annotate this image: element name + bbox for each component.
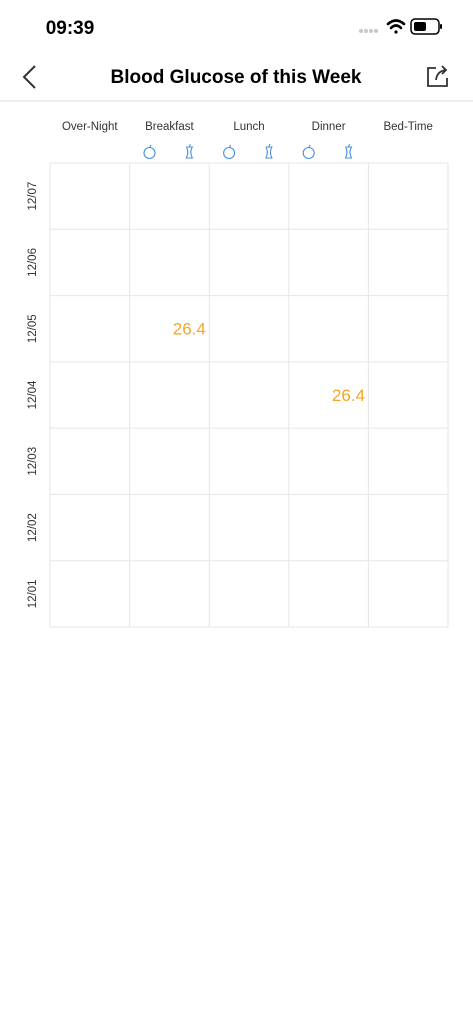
- apple-shape: [223, 146, 236, 160]
- after-meal-icon: [344, 143, 353, 159]
- before-meal-icon: [143, 144, 156, 160]
- column-header: Lunch: [233, 121, 264, 133]
- apple-shape: [143, 146, 156, 160]
- glucose-value: 26.4: [173, 320, 206, 339]
- apple-shape: [302, 146, 315, 160]
- before-meal-icon: [223, 144, 236, 160]
- row-date: 12/06: [27, 248, 39, 277]
- row-date: 12/05: [27, 314, 39, 343]
- after-meal-icon: [185, 143, 194, 159]
- nav-title: Blood Glucose of this Week: [111, 67, 362, 88]
- back-button[interactable]: [22, 65, 36, 89]
- glucose-value: 26.4: [332, 386, 365, 405]
- apple-core: [185, 146, 194, 159]
- battery-icon: [410, 18, 442, 35]
- row-date: 12/01: [27, 579, 39, 608]
- signal-icon: [359, 29, 378, 33]
- wifi-icon: [386, 19, 406, 34]
- column-header: Dinner: [312, 121, 346, 133]
- share-button[interactable]: [427, 65, 448, 87]
- column-header: Bed-Time: [383, 121, 432, 133]
- column-header: Breakfast: [145, 121, 194, 133]
- row-date: 12/03: [27, 447, 39, 476]
- core-stem: [347, 143, 351, 148]
- row-date: 12/04: [27, 380, 39, 409]
- status-time: 09:39: [46, 18, 95, 39]
- after-meal-icon: [265, 143, 273, 159]
- core-stem: [188, 143, 191, 148]
- apple-stem: [308, 144, 311, 149]
- apple-core: [344, 146, 353, 159]
- row-date: 12/02: [27, 513, 39, 542]
- before-meal-icon: [302, 144, 315, 160]
- apple-stem: [228, 144, 232, 149]
- apple-core: [265, 146, 273, 159]
- row-date: 12/07: [27, 182, 39, 211]
- apple-stem: [149, 144, 152, 149]
- core-stem: [268, 143, 271, 148]
- column-header: Over-Night: [62, 121, 118, 133]
